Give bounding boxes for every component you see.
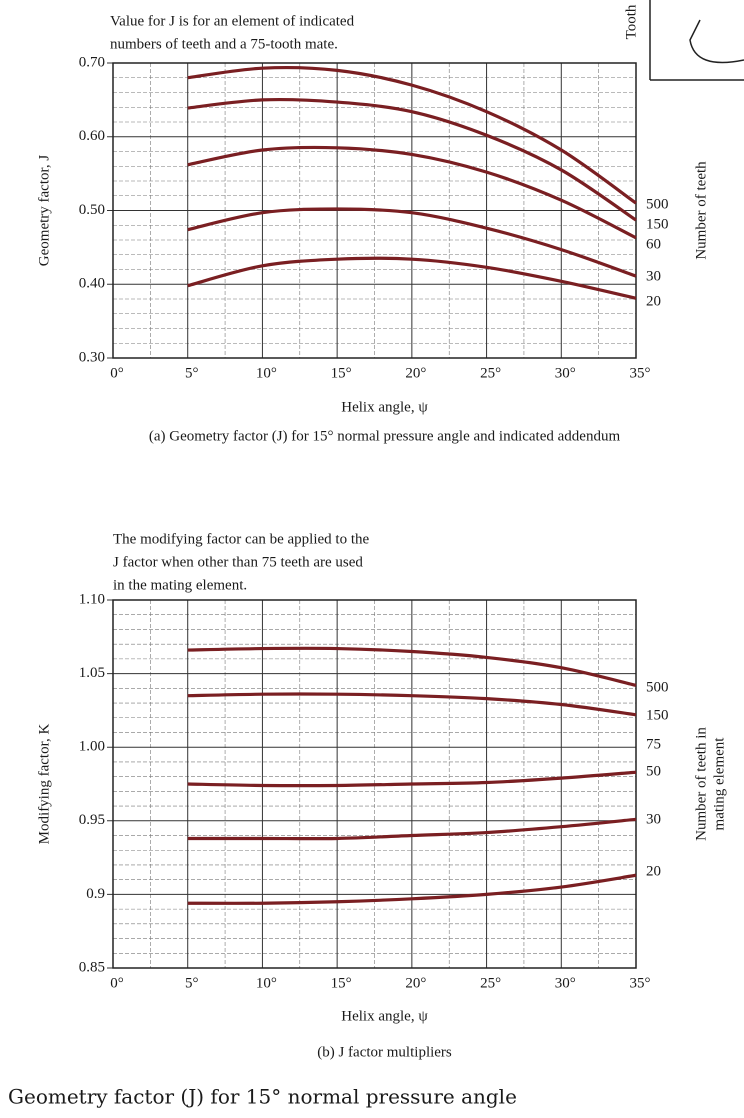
- series-label: 50: [646, 763, 661, 779]
- y-tick-label: 0.40: [79, 276, 105, 292]
- series-label: 20: [646, 293, 661, 309]
- fragment-figure: [649, 0, 744, 81]
- y-tick-label: 0.60: [79, 128, 105, 144]
- x-tick-label: 5°: [185, 975, 199, 991]
- series-label: 30: [646, 811, 661, 827]
- series-line: [187, 145, 637, 240]
- y-tick-label: 0.9: [86, 886, 105, 902]
- x-tick-label: 15°: [331, 365, 352, 381]
- y-tick-label: 1.00: [79, 739, 105, 755]
- y-tick-label: 0.50: [79, 202, 105, 218]
- series-line: [187, 873, 637, 905]
- annotation: The modifying factor can be applied to t…: [113, 531, 369, 547]
- y-tick-label: 0.70: [79, 54, 105, 70]
- series-line: [187, 692, 637, 717]
- series-line: [187, 65, 637, 205]
- y-tick-label: 0.30: [79, 349, 105, 365]
- x-tick-label: 30°: [555, 365, 576, 381]
- y-axis-label: Modifying factor, K: [36, 724, 52, 845]
- x-tick-label: 35°: [630, 365, 651, 381]
- y-tick-label: 0.95: [79, 812, 105, 828]
- series-label: 30: [646, 268, 661, 284]
- x-axis-label: Helix angle, ψ: [341, 1008, 428, 1024]
- series-label: 500: [646, 679, 669, 695]
- annotation: numbers of teeth and a 75-tooth mate.: [110, 36, 338, 52]
- x-tick-label: 0°: [110, 365, 124, 381]
- x-tick-label: 20°: [405, 365, 426, 381]
- y-tick-label: 0.85: [79, 959, 105, 975]
- legend-title: Number of teeth: [693, 161, 709, 260]
- caption: (a) Geometry factor (J) for 15° normal p…: [149, 428, 621, 444]
- x-tick-label: 15°: [331, 975, 352, 991]
- series-label: 150: [646, 707, 669, 723]
- legend-title: Number of teeth in: [693, 727, 709, 841]
- series-line: [187, 97, 637, 222]
- x-tick-label: 25°: [480, 365, 501, 381]
- series-label: 75: [646, 736, 661, 752]
- series-line: [187, 770, 637, 788]
- x-tick-label: 30°: [555, 975, 576, 991]
- x-tick-label: 10°: [256, 975, 277, 991]
- caption: (b) J factor multipliers: [317, 1044, 452, 1060]
- series-line: [187, 256, 637, 300]
- fragment-text: Tooth: [623, 4, 639, 39]
- x-tick-label: 25°: [480, 975, 501, 991]
- legend-title: mating element: [711, 737, 727, 831]
- series-line: [187, 646, 637, 687]
- x-tick-label: 10°: [256, 365, 277, 381]
- series-label: 20: [646, 863, 661, 879]
- annotation: J factor when other than 75 teeth are us…: [113, 554, 363, 570]
- series-label: 150: [646, 216, 669, 232]
- x-tick-label: 5°: [185, 365, 199, 381]
- y-axis-label: Geometry factor, J: [36, 155, 52, 267]
- x-tick-label: 20°: [405, 975, 426, 991]
- y-tick-label: 1.05: [79, 665, 105, 681]
- annotation: in the mating element.: [113, 577, 247, 593]
- series-line: [187, 817, 637, 841]
- x-tick-label: 35°: [630, 975, 651, 991]
- x-axis-label: Helix angle, ψ: [341, 399, 428, 415]
- series-line: [187, 207, 637, 278]
- plot-frame: [112, 599, 637, 969]
- x-tick-label: 0°: [110, 975, 124, 991]
- series-label: 500: [646, 196, 669, 212]
- series-label: 60: [646, 236, 661, 252]
- page-caption: Geometry factor (J) for 15° normal press…: [8, 1085, 517, 1109]
- annotation: Value for J is for an element of indicat…: [110, 13, 355, 29]
- plot-frame: [112, 62, 637, 359]
- y-tick-label: 1.10: [79, 591, 105, 607]
